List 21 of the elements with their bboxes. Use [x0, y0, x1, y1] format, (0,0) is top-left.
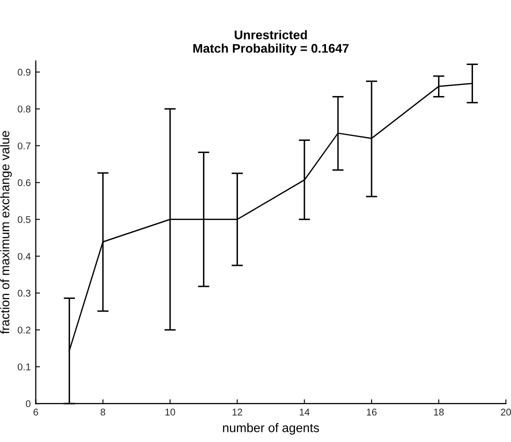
y-tick-label: 0.8 — [18, 106, 30, 112]
x-axis-title: number of agents — [223, 423, 320, 435]
x-tick-label: 20 — [500, 408, 511, 416]
y-axis-title: fraction of maximum exchange value — [0, 131, 12, 334]
x-tick-label: 14 — [300, 408, 310, 416]
x-tick-label: 16 — [366, 408, 377, 416]
y-tick-label: 0.2 — [18, 326, 30, 334]
x-tick-label: 12 — [232, 408, 242, 416]
y-tick-label: 0 — [26, 400, 31, 408]
y-tick-label: 0.7 — [18, 142, 30, 150]
y-tick-label: 0.4 — [18, 252, 31, 260]
y-tick-label: 0.1 — [18, 363, 30, 370]
y-tick-label: 0.9 — [18, 68, 30, 76]
y-tick-label: 0.5 — [18, 216, 31, 223]
y-tick-label: 0.6 — [18, 179, 30, 186]
x-tick-label: 6 — [34, 408, 38, 416]
x-tick-label: 8 — [100, 408, 106, 416]
y-tick-label: 0.3 — [18, 290, 30, 297]
chart-title: Unrestricted Match Probability = 0.1647 — [193, 30, 349, 56]
x-tick-label: 10 — [165, 408, 176, 416]
x-tick-label: 18 — [434, 408, 444, 416]
